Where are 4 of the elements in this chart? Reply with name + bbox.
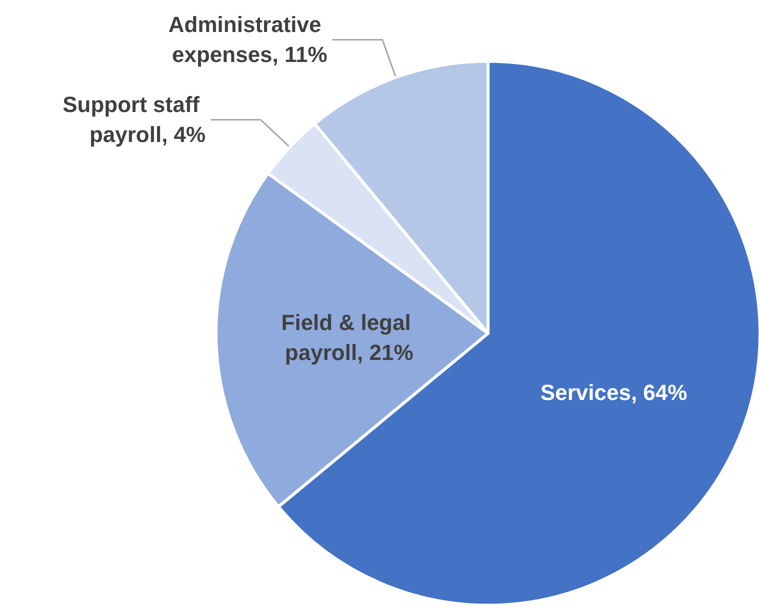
slice-label: Field & legal payroll, 21% — [281, 310, 417, 366]
slice-label: Services, 64% — [540, 380, 688, 405]
slice-label: Support staff payroll, 4% — [62, 92, 206, 148]
slice-label: Administrative expenses, 11% — [168, 12, 328, 68]
